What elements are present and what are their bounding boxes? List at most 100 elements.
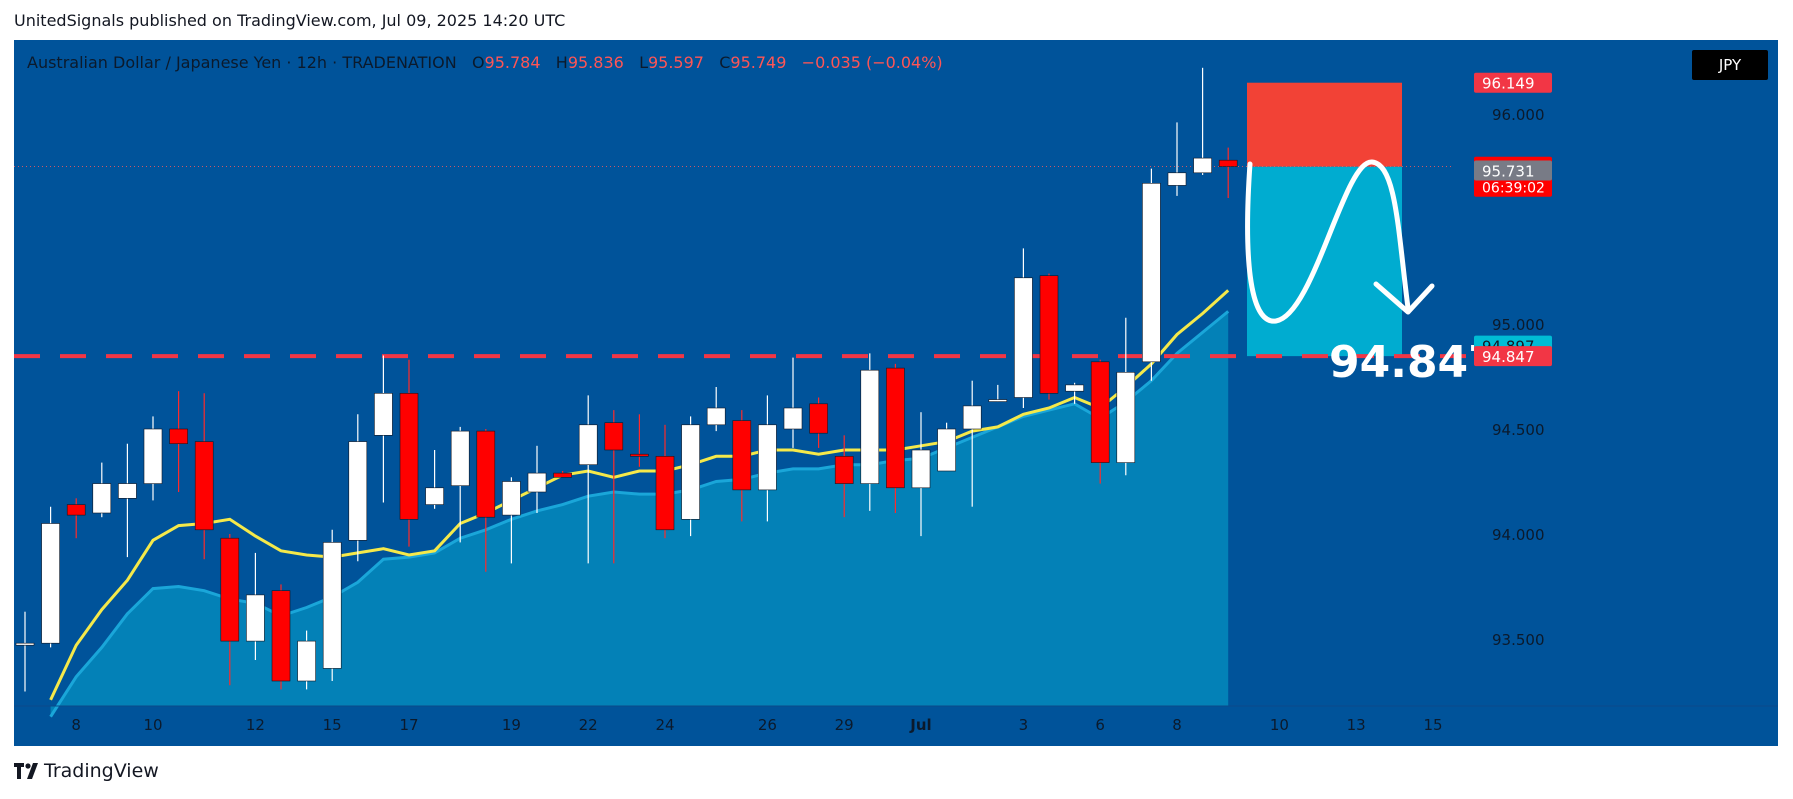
countdown-text: 06:39:02	[1482, 181, 1545, 197]
candle[interactable]	[578, 395, 598, 564]
time-tick-label: 6	[1095, 716, 1105, 734]
candle[interactable]	[1090, 359, 1110, 484]
candle[interactable]	[911, 412, 931, 537]
price-label-box	[1474, 346, 1552, 367]
candle[interactable]	[322, 529, 342, 681]
candle-body	[502, 481, 521, 516]
symbol-name: Australian Dollar / Japanese Yen · 12h ·…	[27, 53, 457, 72]
candle-body	[399, 392, 419, 520]
candle[interactable]	[143, 416, 163, 501]
candle[interactable]	[118, 443, 137, 558]
candle-body	[809, 403, 828, 434]
candle[interactable]	[553, 471, 572, 478]
target-price-label[interactable]: 94.847	[1329, 337, 1499, 388]
time-tick-label: 15	[323, 716, 342, 734]
candle-body	[937, 428, 956, 472]
candle[interactable]	[604, 410, 624, 564]
candle-body	[1218, 159, 1238, 167]
candle[interactable]	[399, 359, 419, 547]
candle[interactable]	[502, 477, 521, 564]
time-tick-label: 17	[399, 716, 418, 734]
time-tick-label: 10	[1270, 716, 1289, 734]
candle[interactable]	[297, 630, 316, 690]
chart-frame[interactable]: 94.847 96.000 95.000 94.500 94.000 93.500 8 10…	[14, 40, 1778, 746]
candle[interactable]	[450, 426, 470, 543]
candle[interactable]	[1065, 382, 1084, 404]
candle[interactable]	[41, 506, 60, 648]
time-tick-label: 19	[502, 716, 521, 734]
currency-button[interactable]: JPY	[1692, 50, 1768, 80]
candle-body	[425, 487, 444, 505]
candle[interactable]	[886, 363, 905, 513]
projection-arrow-head[interactable]	[1373, 281, 1435, 315]
candle-body	[681, 424, 700, 520]
publisher-caption: UnitedSignals published on TradingView.c…	[14, 11, 566, 30]
time-tick-label: 13	[1347, 716, 1366, 734]
candle[interactable]	[834, 435, 854, 518]
candle[interactable]	[246, 552, 265, 660]
stop-loss-zone[interactable]	[1247, 82, 1402, 167]
high-value: 95.836	[567, 53, 624, 72]
time-tick-label: 15	[1423, 716, 1442, 734]
candle[interactable]	[66, 498, 86, 539]
candle[interactable]	[374, 355, 393, 503]
candle[interactable]	[1116, 317, 1136, 476]
projection-curve[interactable]	[1245, 159, 1411, 324]
candle[interactable]	[937, 422, 956, 472]
candle-body	[297, 640, 316, 682]
candle[interactable]	[1193, 67, 1212, 175]
candle[interactable]	[220, 534, 240, 686]
candle[interactable]	[655, 424, 675, 539]
candle[interactable]	[271, 584, 291, 690]
time-tick-label: 22	[579, 716, 598, 734]
candle[interactable]	[194, 393, 214, 560]
time-tick-label: 10	[143, 716, 162, 734]
candle-body	[1065, 384, 1084, 392]
candle[interactable]	[962, 380, 982, 507]
candle-body	[1193, 157, 1212, 174]
candle[interactable]	[758, 395, 777, 522]
candle-body	[169, 428, 188, 444]
candle-body	[1116, 371, 1136, 463]
candle-body	[860, 369, 880, 484]
candle[interactable]	[1014, 248, 1033, 408]
candle[interactable]	[169, 391, 188, 492]
candle[interactable]	[92, 462, 112, 518]
price-label-text: 96.149	[1482, 75, 1535, 93]
candle[interactable]	[732, 410, 752, 522]
candle-body	[911, 449, 931, 489]
candle[interactable]	[783, 357, 803, 448]
price-axis-label: 94.847	[1474, 346, 1552, 367]
tradingview-logo-icon	[14, 763, 38, 779]
time-tick-label: 8	[71, 716, 81, 734]
drawing-annotations: 94.847	[1245, 159, 1499, 388]
candle[interactable]	[15, 611, 35, 692]
candle[interactable]	[988, 384, 1008, 402]
candle[interactable]	[706, 387, 726, 432]
candle[interactable]	[425, 450, 444, 509]
candle[interactable]	[527, 445, 547, 513]
chart-canvas[interactable]: 94.847 96.000 95.000 94.500 94.000 93.500 8 10…	[14, 40, 1778, 746]
price-tick-label: 95.000	[1492, 316, 1545, 334]
candle-body	[1014, 277, 1033, 398]
candle-body	[15, 642, 35, 646]
candle-body	[322, 542, 342, 669]
take-profit-zone[interactable]	[1247, 166, 1402, 357]
price-tick-label: 96.000	[1492, 106, 1545, 124]
candle-body	[348, 441, 368, 541]
symbol-legend[interactable]: Australian Dollar / Japanese Yen · 12h ·…	[27, 53, 943, 72]
candle[interactable]	[860, 353, 880, 511]
candle[interactable]	[630, 414, 649, 467]
candle[interactable]	[1218, 147, 1238, 198]
moving-average-fill	[50, 311, 1229, 717]
candle[interactable]	[348, 414, 368, 562]
candle[interactable]	[681, 416, 700, 537]
candle[interactable]	[476, 429, 496, 572]
candle[interactable]	[1142, 168, 1161, 381]
price-tick-label: 94.500	[1492, 421, 1545, 439]
candle[interactable]	[809, 397, 828, 448]
tradingview-logo[interactable]: TradingView	[14, 760, 159, 782]
price-label-box	[1474, 160, 1552, 181]
candle[interactable]	[1039, 273, 1059, 400]
candle[interactable]	[1167, 122, 1187, 196]
